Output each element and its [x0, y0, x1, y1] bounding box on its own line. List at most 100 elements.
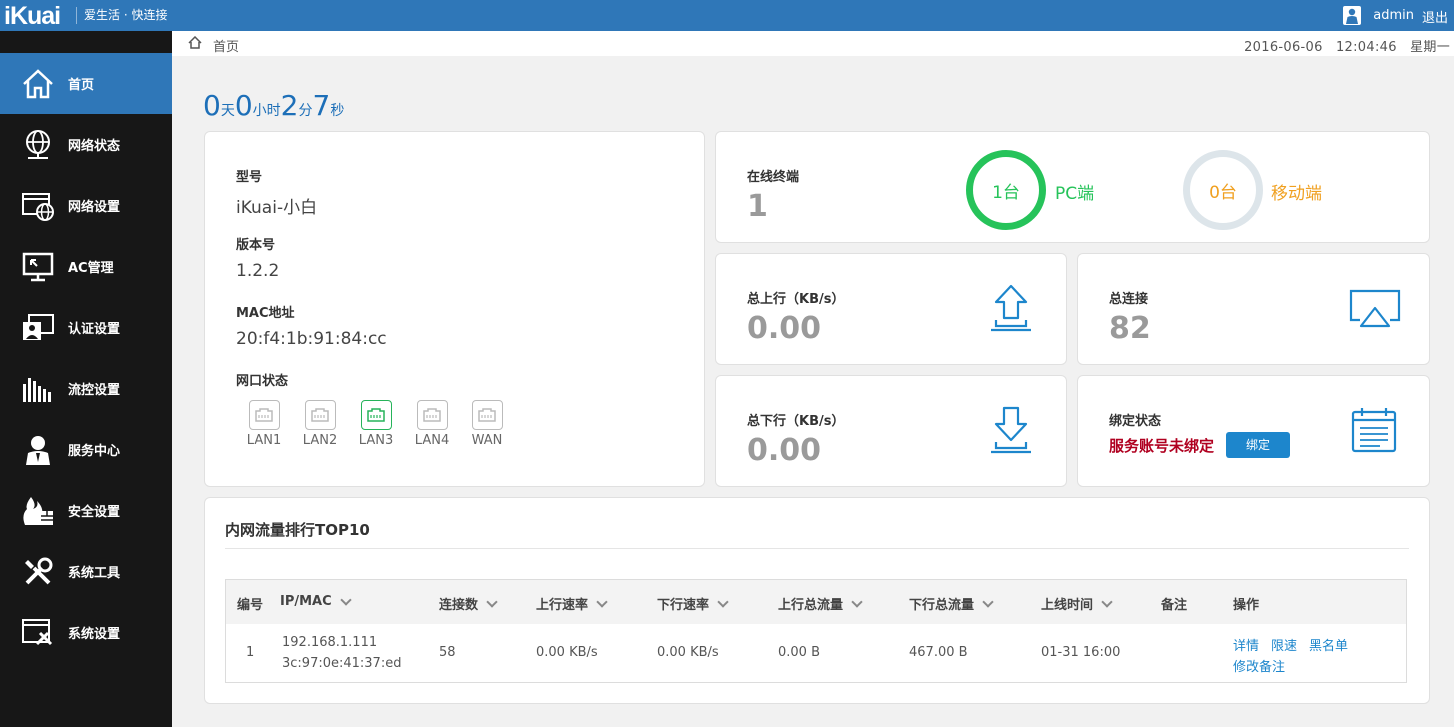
pc-label: PC端 [1055, 184, 1095, 204]
port-label: WAN [471, 433, 503, 448]
col-ip-mac[interactable]: IP/MAC [280, 593, 352, 609]
uptime-days: 0 [203, 89, 221, 122]
sidebar-item-home[interactable]: 首页 [0, 53, 172, 114]
time-text: 12:04:46 [1335, 40, 1397, 55]
mac-label: MAC地址 [236, 306, 295, 321]
screen-cast-icon [1348, 288, 1402, 334]
bind-button[interactable]: 绑定 [1226, 432, 1290, 458]
ethernet-port-icon [360, 400, 392, 430]
sidebar-item-network-status[interactable]: 网络状态 [0, 114, 172, 175]
chevron-down-icon [717, 595, 729, 608]
col-down-rate[interactable]: 下行速率 [657, 594, 729, 613]
col-online-time[interactable]: 上线时间 [1041, 594, 1113, 613]
sidebar-item-label: AC管理 [68, 261, 114, 276]
sidebar-item-ac-management[interactable]: AC管理 [0, 236, 172, 297]
cell-online-time: 01-31 16:00 [1041, 645, 1121, 660]
col-label: 上行速率 [536, 598, 589, 613]
sidebar-item-label: 服务中心 [68, 444, 121, 459]
chevron-down-icon [596, 595, 608, 608]
chevron-down-icon [486, 595, 498, 608]
download-card: 总下行（KB/s） 0.00 [715, 375, 1067, 487]
ports-label: 网口状态 [236, 374, 289, 389]
port-lan2: LAN2 [300, 400, 340, 448]
cell-ip: 192.168.1.111 [282, 635, 378, 650]
binding-label: 绑定状态 [1109, 414, 1162, 429]
uptime-seconds-unit: 秒 [330, 103, 345, 119]
rate-limit-link[interactable]: 限速 [1271, 639, 1298, 654]
chevron-down-icon [339, 593, 352, 606]
port-lan1: LAN1 [244, 400, 284, 448]
col-label: 操作 [1233, 598, 1260, 613]
sidebar-item-network-settings[interactable]: 网络设置 [0, 175, 172, 236]
auth-icon [20, 310, 56, 346]
network-settings-icon [20, 188, 56, 224]
uptime-minutes-unit: 分 [298, 103, 313, 119]
uptime-seconds: 7 [312, 89, 331, 122]
uptime-days-unit: 天 [220, 103, 235, 119]
home-icon [20, 66, 56, 102]
ranking-title: 内网流量排行TOP10 [225, 521, 370, 539]
col-down-total[interactable]: 下行总流量 [909, 594, 994, 613]
sidebar-item-system-tools[interactable]: 系统工具 [0, 541, 172, 602]
col-label: 上行总流量 [778, 598, 844, 613]
sidebar-item-label: 网络状态 [68, 139, 121, 154]
slogan: 爱生活 · 快连接 [76, 7, 167, 24]
chevron-down-icon [982, 595, 994, 608]
home-icon[interactable] [188, 35, 202, 53]
sidebar-item-label: 安全设置 [68, 505, 121, 520]
username: admin [1373, 8, 1414, 23]
sidebar-item-security[interactable]: 安全设置 [0, 480, 172, 541]
calendar-icon [1350, 406, 1398, 458]
model-value: iKuai-小白 [236, 198, 318, 218]
uptime: 0天0小时2分7秒 [203, 88, 344, 129]
logo: iKuai [4, 2, 61, 30]
device-info-card: 型号 iKuai-小白 版本号 1.2.2 MAC地址 20:f4:1b:91:… [204, 131, 705, 487]
chevron-down-icon [1101, 595, 1113, 608]
connections-value: 82 [1109, 311, 1151, 346]
cell-mac: 3c:97:0e:41:37:ed [282, 656, 402, 671]
col-label: IP/MAC [280, 594, 332, 609]
port-label: LAN3 [358, 433, 394, 448]
datetime: 2016-06-06 12:04:46 星期一 [1244, 36, 1450, 55]
online-terminals-card: 在线终端 1 1台 PC端 0台 移动端 [715, 131, 1430, 243]
user-menu[interactable]: admin [1343, 6, 1414, 25]
uptime-minutes: 2 [280, 89, 299, 122]
logout-link[interactable]: 退出 [1421, 11, 1448, 26]
col-up-rate[interactable]: 上行速率 [536, 594, 608, 613]
system-settings-icon [20, 615, 56, 651]
port-wan: WAN [467, 400, 507, 448]
top-bar: iKuai 爱生活 · 快连接 admin 退出 [0, 0, 1454, 31]
pc-count-ring: 1台 [966, 150, 1046, 230]
cell-down-total: 467.00 B [909, 645, 968, 660]
date-text: 2016-06-06 [1244, 40, 1323, 55]
col-no: 编号 [237, 594, 263, 613]
sidebar-item-label: 首页 [68, 78, 95, 93]
col-conns[interactable]: 连接数 [439, 594, 498, 613]
service-icon [20, 432, 56, 468]
sidebar-item-flow-control[interactable]: 流控设置 [0, 358, 172, 419]
blacklist-link[interactable]: 黑名单 [1309, 639, 1349, 654]
sidebar-item-label: 系统设置 [68, 627, 121, 642]
weekday-text: 星期一 [1410, 40, 1450, 55]
mobile-count-ring: 0台 [1183, 150, 1263, 230]
terminals-label: 在线终端 [747, 170, 800, 185]
col-actions: 操作 [1233, 594, 1259, 613]
sidebar-item-system-settings[interactable]: 系统设置 [0, 602, 172, 663]
sidebar-item-label: 流控设置 [68, 383, 121, 398]
edit-note-link[interactable]: 修改备注 [1233, 660, 1286, 675]
col-label: 备注 [1161, 598, 1188, 613]
breadcrumb-home[interactable]: 首页 [213, 40, 240, 55]
tools-icon [20, 554, 56, 590]
terminals-value: 1 [747, 189, 768, 224]
sidebar-item-auth-settings[interactable]: 认证设置 [0, 297, 172, 358]
col-note: 备注 [1161, 594, 1187, 613]
mobile-label: 移动端 [1271, 184, 1322, 204]
details-link[interactable]: 详情 [1233, 639, 1260, 654]
col-up-total[interactable]: 上行总流量 [778, 594, 863, 613]
sidebar-item-service-center[interactable]: 服务中心 [0, 419, 172, 480]
sidebar: 首页 网络状态 网络设置 AC管理 认证设置 流控设置 服务中心 安全设置 系统… [0, 31, 172, 727]
cell-conns: 58 [439, 645, 456, 660]
sidebar-item-label: 网络设置 [68, 200, 121, 215]
divider [225, 548, 1409, 549]
download-label: 总下行（KB/s） [747, 414, 845, 429]
